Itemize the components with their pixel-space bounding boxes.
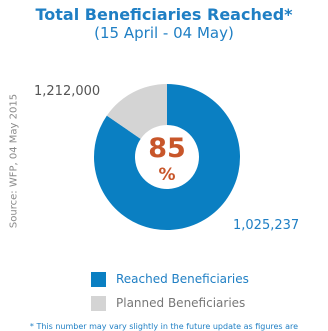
slice-planned <box>106 84 167 139</box>
legend-swatch-reached <box>91 271 106 287</box>
center-unit: % <box>158 165 175 185</box>
slice-label-reached: 1,025,237 <box>233 218 299 233</box>
slice-reached <box>93 84 241 230</box>
legend-swatch-planned <box>91 295 106 311</box>
legend: Reached Beneficiaries Planned Beneficiar… <box>91 270 249 318</box>
legend-item-reached: Reached Beneficiaries <box>91 270 249 288</box>
legend-label-reached: Reached Beneficiaries <box>116 272 249 286</box>
footnote: * This number may vary slightly in the f… <box>29 322 299 331</box>
slice-label-planned: 1,212,000 <box>34 84 100 99</box>
legend-label-planned: Planned Beneficiaries <box>116 296 246 310</box>
chart-subtitle: (15 April - 04 May) <box>94 24 234 42</box>
center-value: 85 <box>148 133 186 164</box>
chart-title: Total Beneficiaries Reached* <box>35 5 293 24</box>
legend-item-planned: Planned Beneficiaries <box>91 294 249 312</box>
